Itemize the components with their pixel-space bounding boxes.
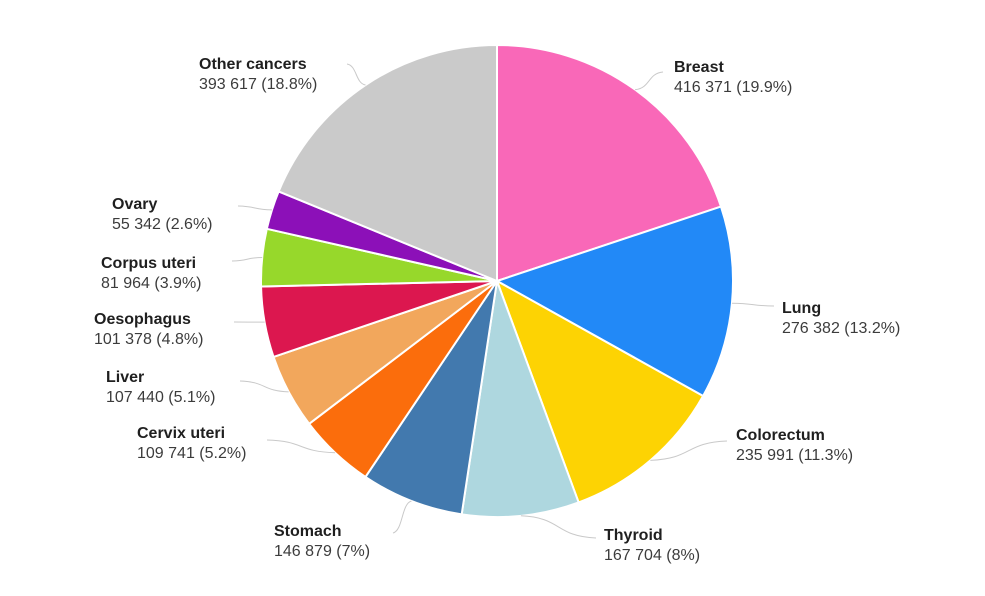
pie-slice-stomach[interactable] xyxy=(364,280,498,516)
leader-lines xyxy=(231,63,775,539)
pie-slice-breast[interactable] xyxy=(496,44,722,282)
leader-line-corpus-uteri xyxy=(231,256,263,262)
leader-line-cervix-uteri xyxy=(266,439,336,454)
pie-slice-other-cancers[interactable] xyxy=(277,44,498,282)
leader-line-stomach xyxy=(392,500,412,534)
leader-line-colorectum xyxy=(650,440,728,461)
pie-slices xyxy=(260,44,734,518)
leader-line-other-cancers xyxy=(346,63,366,86)
leader-line-lung xyxy=(731,302,775,307)
leader-line-thyroid xyxy=(520,515,597,539)
leader-line-ovary xyxy=(237,205,272,211)
leader-line-liver xyxy=(239,380,289,393)
leader-line-breast xyxy=(635,71,664,91)
pie-slice-colorectum[interactable] xyxy=(496,280,705,504)
